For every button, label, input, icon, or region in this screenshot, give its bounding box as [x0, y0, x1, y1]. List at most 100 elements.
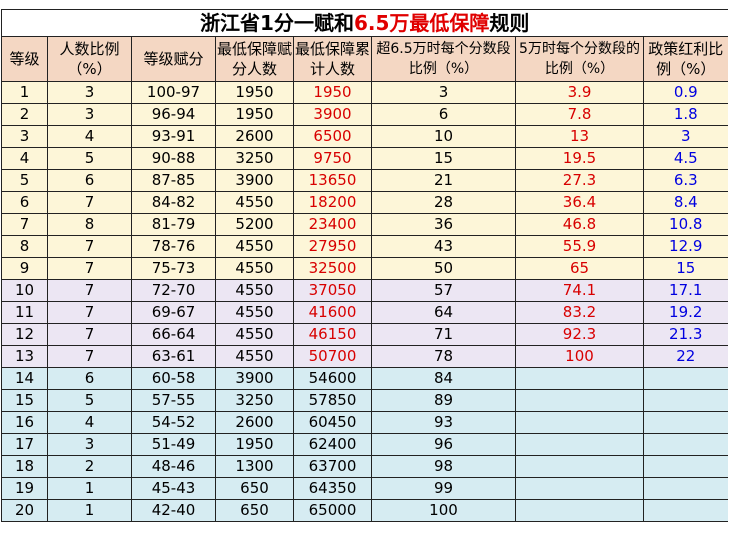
table-cell: 13: [515, 125, 644, 148]
table-cell: 55.9: [515, 235, 644, 258]
header-row: 等级 人数比例（%） 等级赋分 最低保障赋分人数 最低保障累计人数 超6.5万时…: [1, 36, 728, 82]
table-cell: 10: [371, 125, 516, 148]
title-main: 浙江省1分一赋和: [200, 10, 354, 35]
table-cell: 62400: [293, 433, 372, 456]
table-cell: [515, 367, 644, 390]
header-cell: 政策红利比例（%）: [643, 36, 728, 82]
table-cell: 3900: [215, 367, 294, 390]
table-cell: 7: [47, 345, 132, 368]
table-cell: 12.9: [643, 235, 728, 258]
table-cell: [515, 411, 644, 434]
table-cell: 93-91: [131, 125, 216, 148]
table-cell: 20: [1, 499, 48, 522]
table-cell: 4: [1, 147, 48, 170]
table-cell: 3900: [215, 169, 294, 192]
table-row: 4 5 90-88 3250 9750 15 19.5 4.5: [1, 147, 728, 170]
table-cell: 46150: [293, 323, 372, 346]
table-row: 15 5 57-55 3250 57850 89: [1, 389, 728, 412]
table-cell: 5: [47, 147, 132, 170]
table-cell: 36.4: [515, 191, 644, 214]
table-cell: 6500: [293, 125, 372, 148]
table-cell: [643, 477, 728, 500]
header-cell: 等级赋分: [131, 36, 216, 82]
table-cell: 65: [515, 257, 644, 280]
table-cell: 7: [47, 235, 132, 258]
table-cell: 98: [371, 455, 516, 478]
table-cell: 15: [643, 257, 728, 280]
table-cell: 64: [371, 301, 516, 324]
table-cell: 5200: [215, 213, 294, 236]
table-cell: 10: [1, 279, 48, 302]
table-row: 3 4 93-91 2600 6500 10 13 3: [1, 125, 728, 148]
table-row: 19 1 45-43 650 64350 99: [1, 477, 728, 500]
table-cell: 65000: [293, 499, 372, 522]
table-cell: 3900: [293, 103, 372, 126]
table-cell: 3250: [215, 389, 294, 412]
header-cell: 最低保障累计人数: [293, 36, 372, 82]
table-cell: [643, 499, 728, 522]
table-cell: 3: [1, 125, 48, 148]
table-cell: [643, 411, 728, 434]
table-cell: [515, 477, 644, 500]
table-cell: [643, 433, 728, 456]
table-cell: 51-49: [131, 433, 216, 456]
table-cell: 3: [47, 81, 132, 104]
table-cell: 3: [47, 103, 132, 126]
table-cell: 650: [215, 499, 294, 522]
table-cell: 21: [371, 169, 516, 192]
table-cell: 36: [371, 213, 516, 236]
table-cell: 63700: [293, 455, 372, 478]
table-cell: 4550: [215, 301, 294, 324]
table-cell: 81-79: [131, 213, 216, 236]
table-cell: 100: [371, 499, 516, 522]
table-cell: 32500: [293, 257, 372, 280]
table-cell: 4550: [215, 235, 294, 258]
table-cell: 13: [1, 345, 48, 368]
table-cell: 60450: [293, 411, 372, 434]
table-cell: 93: [371, 411, 516, 434]
table-cell: 96-94: [131, 103, 216, 126]
table-cell: [643, 367, 728, 390]
table-cell: 7: [47, 323, 132, 346]
table-cell: 66-64: [131, 323, 216, 346]
table-cell: 9750: [293, 147, 372, 170]
table-cell: [515, 499, 644, 522]
table-cell: 5: [1, 169, 48, 192]
table-cell: 1: [47, 499, 132, 522]
header-cell: 人数比例（%）: [47, 36, 132, 82]
table-cell: 57850: [293, 389, 372, 412]
table-cell: 11: [1, 301, 48, 324]
table-cell: 37050: [293, 279, 372, 302]
table-cell: 45-43: [131, 477, 216, 500]
header-cell: 超6.5万时每个分数段比例（%）: [371, 36, 516, 82]
table-cell: 3.9: [515, 81, 644, 104]
table-cell: 7: [47, 191, 132, 214]
table-cell: 4550: [215, 345, 294, 368]
table-cell: 57-55: [131, 389, 216, 412]
table-cell: 72-70: [131, 279, 216, 302]
table-cell: 28: [371, 191, 516, 214]
table-cell: 41600: [293, 301, 372, 324]
table-cell: 17: [1, 433, 48, 456]
table-cell: 42-40: [131, 499, 216, 522]
table-cell: 4: [47, 125, 132, 148]
table-row: 13 7 63-61 4550 50700 78 100 22: [1, 345, 728, 368]
table-cell: 63-61: [131, 345, 216, 368]
table-cell: 60-58: [131, 367, 216, 390]
table-cell: 2600: [215, 125, 294, 148]
table-cell: 27.3: [515, 169, 644, 192]
table-cell: 19.5: [515, 147, 644, 170]
table-cell: 2: [47, 455, 132, 478]
table-title: 浙江省1分一赋和6.5万最低保障规则: [1, 9, 728, 37]
table-cell: 7: [47, 301, 132, 324]
table-cell: 14: [1, 367, 48, 390]
table-cell: 8: [1, 235, 48, 258]
table-cell: 46.8: [515, 213, 644, 236]
table-cell: 2600: [215, 411, 294, 434]
table-cell: 54-52: [131, 411, 216, 434]
table-cell: 83.2: [515, 301, 644, 324]
table-cell: 99: [371, 477, 516, 500]
table-cell: 7: [1, 213, 48, 236]
table-cell: 7.8: [515, 103, 644, 126]
table-cell: 4550: [215, 279, 294, 302]
